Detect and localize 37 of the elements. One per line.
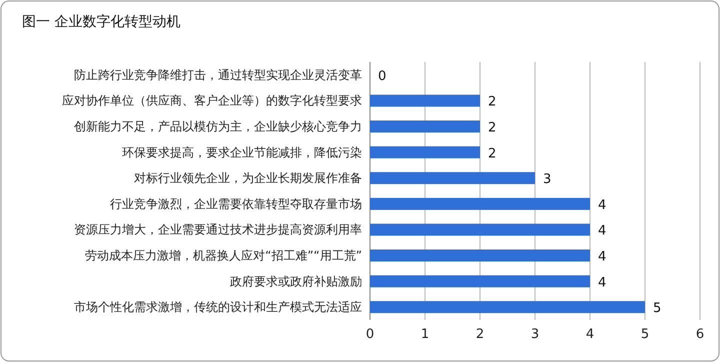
bar: [370, 250, 590, 262]
data-label: 3: [543, 172, 552, 188]
bar: [370, 146, 480, 158]
x-tick-label: 5: [640, 327, 650, 342]
bar: [370, 275, 590, 288]
y-tick-label: 市场个性化需求激增，传统的设计和生产模式无法适应: [74, 300, 362, 314]
data-label: 2: [488, 146, 496, 162]
data-label: 4: [598, 250, 606, 264]
y-tick-label: 对标行业领先企业，为企业长期发展作准备: [134, 171, 362, 186]
y-tick-label: 资源压力增大，企业需要通过技术进步提高资源利用率: [74, 222, 362, 237]
bar: [370, 120, 480, 132]
x-tick-label: 6: [696, 327, 704, 342]
data-label: 5: [653, 301, 662, 316]
y-tick-label: 环保要求提高，要求企业节能减排，降低污染: [122, 145, 362, 160]
y-tick-label: 政府要求或政府补贴激励: [230, 274, 362, 288]
x-tick-label: 1: [420, 327, 430, 342]
y-tick-label: 劳动成本压力激增，机器换人应对“招工难”“用工荒”: [85, 248, 362, 262]
data-label: 4: [598, 224, 606, 239]
x-tick-label: 3: [530, 327, 540, 342]
x-tick-label: 2: [476, 327, 484, 342]
data-label: 2: [488, 94, 496, 110]
y-tick-label: 防止跨行业竞争降维打击，通过转型实现企业灵活变革: [74, 68, 362, 82]
x-tick-label: 0: [366, 327, 374, 342]
bar: [370, 172, 535, 184]
data-label: 0: [378, 68, 386, 84]
y-tick-label: 行业竞争激烈，企业需要依靠转型夺取存量市场: [110, 196, 362, 211]
bar: [370, 94, 480, 107]
data-label: 4: [598, 275, 606, 290]
data-label: 4: [598, 198, 606, 213]
data-label: 2: [488, 120, 496, 136]
bar: [370, 198, 590, 210]
bar: [370, 224, 590, 236]
text: 图一 企业数字化转型动机: [22, 14, 180, 30]
x-tick-label: 4: [586, 327, 594, 342]
y-tick-label: 创新能力不足，产品以模仿为主，企业缺少核心竞争力: [74, 120, 362, 134]
y-tick-label: 应对协作单位（供应商、客户企业等）的数字化转型要求: [62, 94, 362, 108]
bar: [370, 301, 645, 314]
